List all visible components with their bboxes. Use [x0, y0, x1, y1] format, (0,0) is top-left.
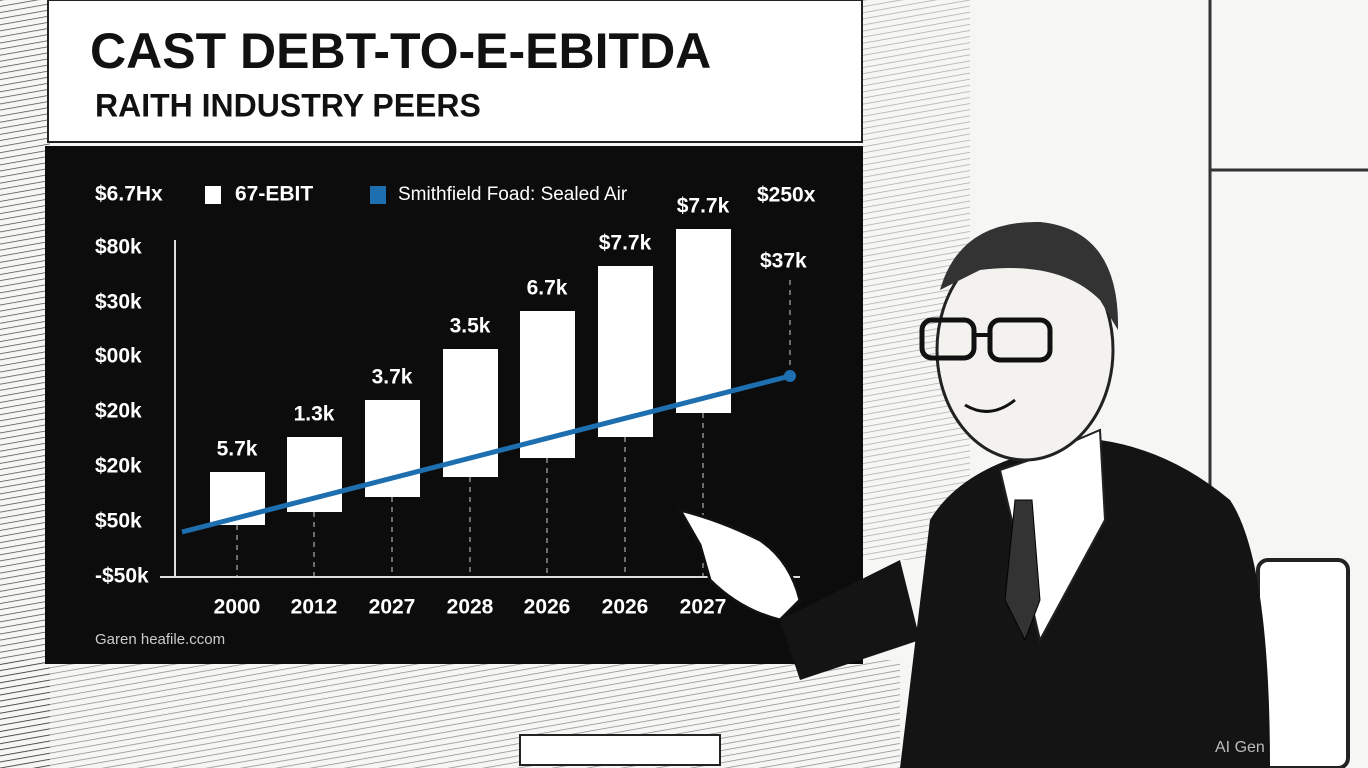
y-label: $30k: [95, 291, 142, 314]
y-label: $20k: [95, 400, 142, 423]
y-label: $20k: [95, 455, 142, 478]
legend-left-label: $6.7Hx: [95, 183, 163, 206]
sleeve: [780, 560, 920, 680]
line-end-label: $37k: [760, 250, 807, 273]
title-panel: [47, 0, 863, 143]
bar: [598, 266, 653, 437]
x-label: 2000: [214, 596, 261, 619]
bar-label: 5.7k: [217, 438, 258, 461]
legend-item: 67-EBIT: [235, 183, 313, 206]
legend-swatch: [370, 186, 386, 204]
bar-label: 3.5k: [450, 315, 491, 338]
legend-item: Smithfield Foad: Sealed Air: [398, 184, 628, 205]
x-label: 2028: [447, 596, 494, 619]
title: CAST DEBT-TO-E-EBITDA: [90, 23, 711, 79]
y-label: $80k: [95, 236, 142, 259]
trend-line: [181, 373, 791, 535]
subtitle: RAITH INDUSTRY PEERS: [95, 87, 481, 123]
tie: [1004, 499, 1041, 642]
legend-swatch: [205, 186, 221, 204]
x-label: 2012: [291, 596, 338, 619]
bar-label: $7.7k: [599, 232, 652, 255]
bar-label: 6.7k: [527, 277, 568, 300]
hatching: [0, 660, 900, 768]
trend-point: [784, 370, 796, 382]
man: [519, 221, 1350, 768]
x-label: 2027: [369, 596, 416, 619]
bar-label: 1.3k: [294, 403, 335, 426]
glasses: [987, 317, 1053, 363]
x-label: 2026: [524, 596, 571, 619]
watermark: AI Gen: [1215, 739, 1265, 756]
legend-right-label: $250x: [757, 184, 816, 207]
bar-label: 3.7k: [372, 366, 413, 389]
chair: [1256, 558, 1350, 768]
hatching: [0, 0, 50, 768]
bar-label: $7.7k: [677, 195, 730, 218]
y-label: $00k: [95, 345, 142, 368]
glasses: [919, 317, 977, 361]
x-label: 2026: [602, 596, 649, 619]
bar: [676, 229, 731, 413]
suit: [900, 440, 1270, 768]
paper: [519, 734, 721, 766]
x-label: 2027: [680, 596, 727, 619]
source: Garen heafile.ccom: [95, 631, 225, 648]
mouth: [964, 398, 1016, 413]
y-label: $50k: [95, 510, 142, 533]
hand: [676, 507, 802, 622]
y-label: -$50k: [95, 565, 149, 588]
hair: [940, 221, 1119, 330]
